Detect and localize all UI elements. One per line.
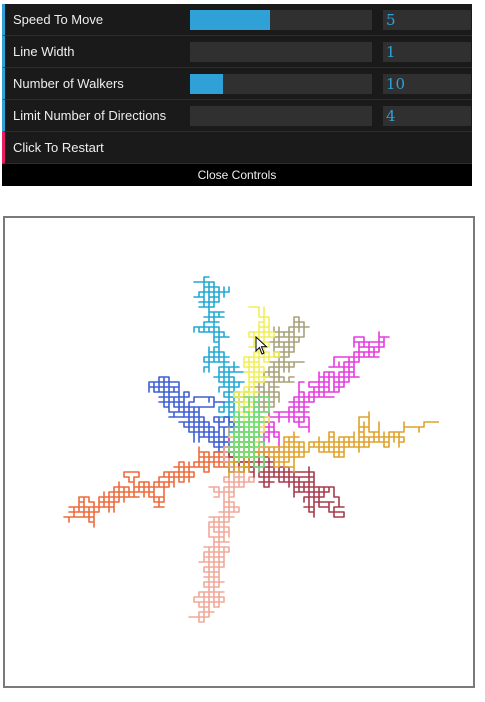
directions-input[interactable] bbox=[383, 106, 471, 126]
walker-path-7 bbox=[228, 411, 439, 478]
drawing-canvas[interactable] bbox=[3, 216, 475, 688]
restart-label: Click To Restart bbox=[13, 140, 104, 155]
speed-slider-fill bbox=[190, 10, 271, 30]
walker-path-9 bbox=[228, 396, 270, 473]
walker-path-6 bbox=[228, 426, 345, 518]
mouse-cursor-icon bbox=[255, 336, 268, 355]
walker-path-5 bbox=[188, 446, 255, 623]
walkers-slider-fill bbox=[190, 74, 223, 94]
restart-button[interactable]: Click To Restart bbox=[2, 132, 472, 164]
line-width-label: Line Width bbox=[13, 44, 75, 59]
line-width-slider[interactable] bbox=[190, 42, 372, 62]
speed-slider[interactable] bbox=[190, 10, 372, 30]
speed-control: Speed To Move bbox=[2, 4, 472, 36]
close-controls-button[interactable]: Close Controls bbox=[2, 164, 472, 186]
line-width-control: Line Width bbox=[2, 36, 472, 68]
walkers-input[interactable] bbox=[383, 74, 471, 94]
walkers-label: Number of Walkers bbox=[13, 76, 124, 91]
directions-label: Limit Number of Directions bbox=[13, 108, 167, 123]
line-width-input[interactable] bbox=[383, 42, 471, 62]
speed-input[interactable] bbox=[383, 10, 471, 30]
walkers-control: Number of Walkers bbox=[2, 68, 472, 100]
speed-label: Speed To Move bbox=[13, 12, 104, 27]
walkers-slider[interactable] bbox=[190, 74, 372, 94]
controls-panel: Speed To Move Line Width Number of Walke… bbox=[2, 4, 472, 186]
directions-slider[interactable] bbox=[190, 106, 372, 126]
directions-control: Limit Number of Directions bbox=[2, 100, 472, 132]
walker-path-4 bbox=[63, 441, 245, 528]
random-walk-drawing bbox=[63, 276, 439, 623]
